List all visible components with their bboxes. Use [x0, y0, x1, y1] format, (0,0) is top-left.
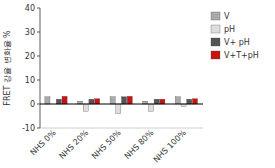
legend-label: V	[224, 12, 230, 21]
legend-label: V+ pH	[224, 38, 250, 47]
bar	[160, 99, 165, 104]
y-tick	[37, 8, 40, 9]
y-tick	[37, 104, 40, 105]
legend-swatch	[211, 12, 220, 20]
bar	[56, 99, 61, 104]
x-tick-label: NHS 100%	[152, 128, 189, 165]
zero-line	[40, 104, 203, 105]
bar	[154, 99, 159, 104]
legend-label: V+T+pH	[224, 51, 259, 60]
legend-label: pH	[224, 25, 235, 34]
y-tick-label: 0	[30, 100, 35, 109]
bar	[110, 97, 115, 104]
y-tick-label: -10	[22, 124, 35, 133]
x-tick-label: NHS 80%	[123, 128, 156, 161]
bar	[192, 99, 197, 104]
bar	[116, 104, 121, 114]
x-tick-label: NHS 0%	[29, 128, 58, 157]
y-tick	[37, 32, 40, 33]
bar	[83, 104, 88, 111]
y-tick	[37, 80, 40, 81]
y-axis-label: FRET 강율 변화율 %	[3, 30, 12, 106]
chart: -10010203040FRET 강율 변화율 %NHS 0%NHS 20%NH…	[0, 0, 275, 168]
y-tick-label: 30	[25, 28, 35, 37]
bars	[45, 96, 198, 113]
bar	[175, 97, 180, 104]
bar	[122, 97, 127, 104]
y-tick-label: 40	[25, 4, 35, 13]
x-tick-label: NHS 20%	[58, 128, 91, 161]
bar	[187, 99, 192, 104]
bar	[127, 96, 132, 104]
bar	[148, 104, 153, 111]
y-tick	[37, 56, 40, 57]
legend-swatch	[211, 38, 220, 46]
y-tick-label: 10	[25, 76, 35, 85]
x-axis	[40, 128, 203, 129]
y-axis	[40, 8, 41, 128]
bar	[95, 99, 100, 104]
bar	[62, 96, 67, 104]
legend-swatch	[211, 25, 220, 33]
y-tick-label: 20	[25, 52, 35, 61]
legend-swatch	[211, 51, 220, 59]
y-tick	[37, 128, 40, 129]
x-tick-label: NHS 50%	[90, 128, 123, 161]
bar	[89, 99, 94, 104]
bar	[45, 97, 50, 104]
